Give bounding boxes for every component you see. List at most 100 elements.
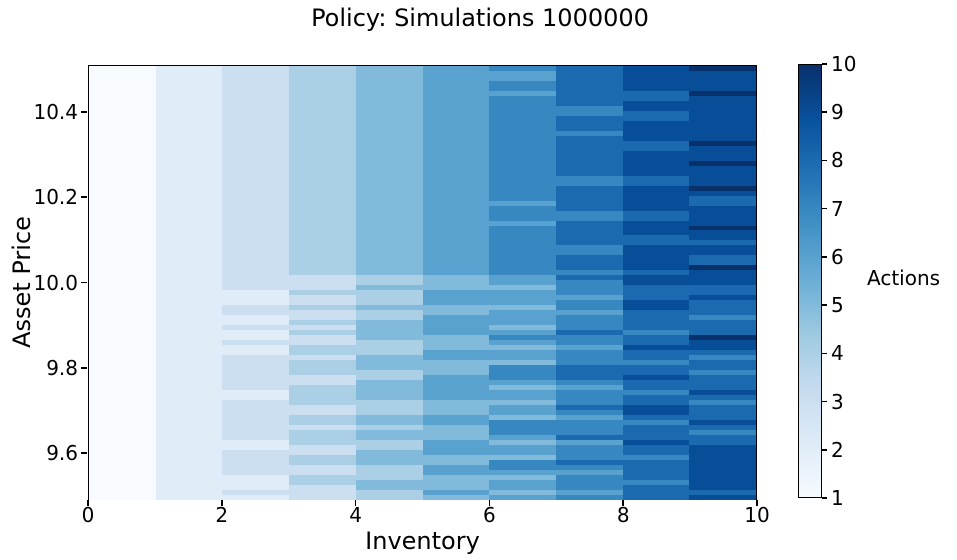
heatmap-cell (89, 424, 157, 430)
heatmap-cell (689, 66, 757, 71)
heatmap-cell (489, 454, 557, 460)
heatmap-cell (555, 255, 623, 261)
heatmap-cell (555, 305, 623, 311)
heatmap-cell (489, 434, 557, 440)
heatmap-cell (155, 125, 223, 131)
heatmap-cell (289, 110, 357, 116)
heatmap-cell (89, 285, 157, 291)
heatmap-cell (89, 484, 157, 490)
heatmap-cell (89, 220, 157, 226)
heatmap-cell (422, 95, 490, 101)
heatmap-cell (489, 195, 557, 201)
heatmap-cell (555, 175, 623, 181)
heatmap-cell (489, 235, 557, 241)
heatmap-cell (622, 295, 690, 301)
heatmap-cell (155, 230, 223, 236)
heatmap-cell (155, 449, 223, 455)
y-tick-label: 9.8 (46, 355, 78, 380)
heatmap-cell (422, 469, 490, 475)
heatmap-cell (689, 225, 757, 231)
heatmap-cell (155, 325, 223, 331)
heatmap-cell (355, 434, 423, 440)
heatmap-cell (422, 130, 490, 136)
x-tick-label: 0 (81, 503, 95, 527)
heatmap-cell (222, 150, 290, 156)
colorbar-tick-label: 8 (831, 148, 844, 173)
heatmap-cell (422, 365, 490, 371)
heatmap-cell (289, 215, 357, 221)
heatmap-cell (489, 180, 557, 186)
heatmap-cell (422, 404, 490, 410)
heatmap-cell (355, 235, 423, 241)
heatmap-cell (689, 409, 757, 415)
heatmap-cell (555, 474, 623, 480)
heatmap-cell (155, 469, 223, 475)
heatmap-cell (489, 170, 557, 176)
heatmap-cell (489, 240, 557, 246)
heatmap-cell (222, 429, 290, 435)
colorbar-label: Actions (867, 266, 941, 290)
heatmap-cell (689, 365, 757, 371)
heatmap-cell (155, 120, 223, 126)
heatmap-cell (155, 424, 223, 430)
heatmap-cell (289, 150, 357, 156)
heatmap-cell (489, 205, 557, 211)
heatmap-cell (622, 180, 690, 186)
heatmap-cell (89, 200, 157, 206)
heatmap-cell (355, 355, 423, 361)
heatmap-cell (622, 280, 690, 286)
heatmap-cell (689, 95, 757, 101)
heatmap-cell (155, 310, 223, 316)
heatmap-cell (422, 325, 490, 331)
heatmap-cell (689, 325, 757, 331)
heatmap-cell (689, 160, 757, 166)
heatmap-cell (89, 295, 157, 301)
heatmap-cell (155, 195, 223, 201)
heatmap-cell (622, 270, 690, 276)
heatmap-cell (89, 255, 157, 261)
heatmap-cell (155, 150, 223, 156)
heatmap-cell (289, 330, 357, 336)
heatmap-cell (622, 380, 690, 385)
heatmap-cell (422, 90, 490, 96)
heatmap-cell (422, 414, 490, 420)
heatmap-cell (555, 494, 623, 500)
heatmap-cell (422, 424, 490, 430)
heatmap-cell (155, 115, 223, 121)
heatmap-cell (489, 429, 557, 435)
heatmap-cell (89, 380, 157, 385)
heatmap-cell (555, 295, 623, 301)
heatmap-cell (422, 100, 490, 106)
heatmap-cell (355, 464, 423, 470)
heatmap-cell (155, 434, 223, 440)
heatmap-cell (289, 439, 357, 445)
heatmap-cell (355, 429, 423, 435)
heatmap-cell (555, 80, 623, 86)
colorbar-tick-mark (822, 497, 827, 499)
heatmap-cell (155, 260, 223, 266)
heatmap-cell (89, 479, 157, 485)
heatmap-cell (555, 315, 623, 321)
y-tick-label: 10.0 (33, 270, 78, 295)
heatmap-cell (155, 225, 223, 231)
heatmap-cell (689, 250, 757, 256)
heatmap-cell (355, 260, 423, 266)
heatmap-cell (555, 240, 623, 246)
heatmap-cell (289, 80, 357, 86)
heatmap-cell (622, 419, 690, 425)
heatmap-cell (689, 170, 757, 176)
heatmap-cell (355, 389, 423, 395)
heatmap-cell (622, 365, 690, 371)
heatmap-cell (489, 330, 557, 336)
heatmap-cell (422, 380, 490, 385)
heatmap-cell (489, 360, 557, 366)
heatmap-cell (422, 315, 490, 321)
heatmap-cell (555, 419, 623, 425)
heatmap-cell (489, 300, 557, 306)
heatmap-cell (89, 90, 157, 96)
heatmap-cell (555, 404, 623, 410)
heatmap-cell (489, 315, 557, 321)
heatmap-cell (289, 340, 357, 346)
heatmap-cell (355, 220, 423, 226)
heatmap-cell (289, 370, 357, 376)
